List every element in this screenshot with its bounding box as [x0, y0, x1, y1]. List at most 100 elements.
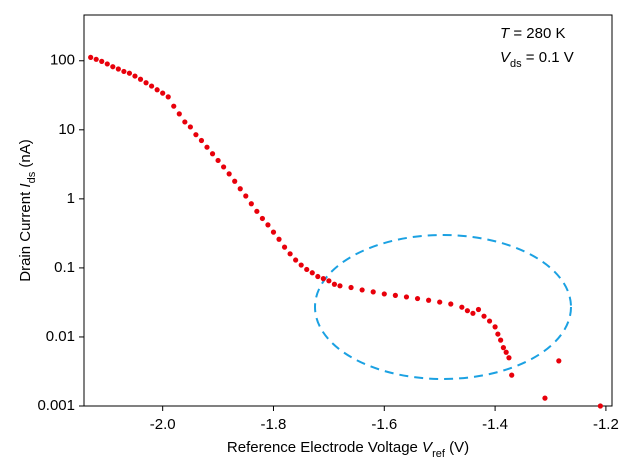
data-point [265, 222, 271, 228]
x-tick-label: -1.2 [593, 416, 619, 433]
x-axis-label: Reference Electrode Voltage Vref (V) [227, 439, 469, 460]
y-tick-label: 0.001 [37, 397, 75, 414]
data-point [426, 297, 432, 303]
data-point [304, 266, 310, 273]
data-point [337, 283, 343, 289]
data-point [597, 403, 603, 409]
annotation: Vds = 0.1 V [500, 49, 574, 70]
plot-frame [83, 14, 613, 407]
x-axis-label-part: ref [432, 448, 446, 460]
data-point [348, 284, 354, 291]
y-tick-label: 0.01 [46, 328, 75, 345]
data-point [359, 287, 365, 293]
data-point [503, 349, 509, 355]
data-point [486, 318, 493, 324]
y-tick-label: 10 [58, 121, 75, 138]
data-point [270, 229, 277, 235]
data-point [276, 236, 282, 242]
data-point [165, 94, 171, 100]
data-point [498, 337, 504, 343]
data-point [509, 372, 515, 378]
data-point [154, 87, 160, 93]
y-axis-label-part: ds [26, 171, 38, 183]
annotation-part: ds [510, 58, 522, 70]
data-point [281, 244, 288, 250]
data-point [459, 304, 465, 310]
data-point [506, 355, 512, 361]
x-axis-label-part: V [422, 439, 434, 456]
x-axis-label-part: Reference Electrode Voltage [227, 439, 422, 456]
data-point [215, 157, 221, 164]
data-point [326, 278, 332, 284]
data-point [187, 124, 193, 130]
data-point [414, 295, 421, 302]
y-axis-label: Drain Current Ids (nA) [17, 139, 38, 282]
data-point [556, 358, 562, 364]
data-point [198, 137, 205, 144]
data-point [320, 276, 326, 282]
x-tick-label: -1.4 [482, 416, 508, 433]
data-point [148, 83, 155, 89]
data-point [331, 281, 338, 287]
annotation-part: V [500, 49, 512, 66]
data-point [204, 144, 210, 150]
data-point [232, 178, 238, 184]
data-point [221, 164, 227, 170]
data-point [226, 171, 232, 177]
data-point [121, 68, 127, 75]
data-point [254, 208, 260, 214]
data-point [370, 289, 376, 295]
data-point [475, 306, 482, 313]
annotation-part: = 280 K [509, 25, 565, 42]
x-axis-label-part: (V) [445, 439, 469, 456]
y-tick-label: 100 [50, 52, 75, 69]
highlight-ellipse [314, 234, 572, 380]
data-point [137, 76, 144, 82]
data-point [126, 70, 133, 76]
data-point [115, 66, 121, 72]
y-axis-label-part: Drain Current [17, 188, 34, 282]
data-point [160, 90, 166, 96]
data-point [99, 58, 105, 64]
data-point [448, 301, 454, 307]
y-tick-label: 1 [67, 190, 75, 207]
x-tick-label: -1.6 [371, 416, 397, 433]
data-point [464, 308, 470, 314]
data-point [542, 395, 548, 401]
data-point [248, 201, 254, 207]
y-axis-label-part: (nA) [17, 139, 34, 172]
data-point [309, 270, 315, 276]
data-point [132, 73, 138, 79]
data-point [193, 132, 199, 138]
data-point [104, 61, 110, 67]
data-point [495, 331, 501, 337]
data-point [237, 186, 243, 192]
data-point [110, 64, 116, 70]
data-point [315, 273, 321, 280]
data-point [93, 56, 99, 62]
data-point [259, 215, 266, 222]
data-point [470, 310, 476, 316]
x-tick-label: -1.8 [261, 416, 287, 433]
annotation-part: T [500, 25, 511, 42]
y-tick-label: 0.1 [54, 259, 75, 276]
y-axis-label-part: I [17, 183, 34, 187]
data-point [403, 294, 410, 300]
data-point [176, 111, 182, 117]
data-point [437, 299, 443, 305]
data-point [500, 345, 507, 351]
data-point [287, 251, 293, 257]
x-tick-label: -2.0 [150, 416, 176, 433]
annotation: T = 280 K [500, 25, 565, 42]
data-point [209, 151, 216, 157]
data-point [243, 193, 249, 199]
annotation-part: = 0.1 V [522, 49, 574, 66]
data-point [88, 54, 94, 60]
data-point [381, 291, 387, 297]
data-point [171, 103, 177, 109]
data-point [182, 119, 188, 125]
data-point [481, 313, 487, 319]
data-point [492, 324, 498, 330]
data-point [143, 80, 149, 86]
